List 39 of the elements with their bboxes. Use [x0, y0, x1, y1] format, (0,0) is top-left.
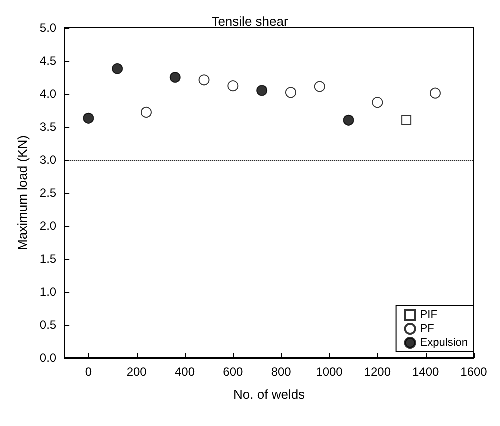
x-tick-label: 1200	[364, 365, 392, 379]
y-tick-label: 3.5	[40, 120, 57, 134]
point	[372, 97, 384, 108]
x-tick-label: 1600	[460, 365, 488, 379]
point	[112, 63, 124, 74]
point	[83, 112, 94, 124]
y-tick-label: 2.0	[40, 219, 57, 233]
point	[343, 114, 354, 126]
x-tick-label: 1000	[316, 365, 344, 379]
point	[170, 72, 181, 83]
y-tick-label: 0.0	[40, 351, 57, 365]
chart-title: Tensile shear	[212, 14, 289, 29]
point	[402, 115, 412, 126]
legend-label: PIF	[420, 309, 438, 321]
x-axis-title: No. of welds	[234, 387, 306, 402]
y-tick-label: 2.5	[40, 186, 57, 200]
x-tick-label: 600	[223, 365, 244, 379]
y-tick-label: 1.5	[40, 252, 57, 266]
legend-label: PF	[420, 323, 435, 335]
point	[198, 74, 210, 86]
x-tick-label: 0	[85, 365, 92, 379]
x-tick-label: 1400	[412, 365, 440, 379]
y-tick-label: 5.0	[40, 21, 57, 35]
y-tick-label: 1.0	[40, 285, 57, 299]
x-tick-label: 200	[126, 365, 148, 379]
y-tick-label: 4.5	[40, 54, 57, 68]
point	[285, 87, 296, 98]
point	[228, 80, 239, 92]
y-axis-title: Maximum load (KN)	[15, 136, 30, 250]
x-tick-label: 800	[271, 365, 292, 379]
x-tick-label: 400	[174, 365, 196, 379]
y-tick-label: 4.0	[40, 87, 57, 101]
y-tick-label: 3.0	[40, 153, 57, 167]
legend-label: Expulsion	[420, 337, 468, 349]
point	[140, 106, 152, 118]
point	[430, 88, 441, 99]
point	[314, 81, 326, 92]
y-tick-label: 0.5	[40, 318, 57, 332]
point	[256, 85, 268, 96]
